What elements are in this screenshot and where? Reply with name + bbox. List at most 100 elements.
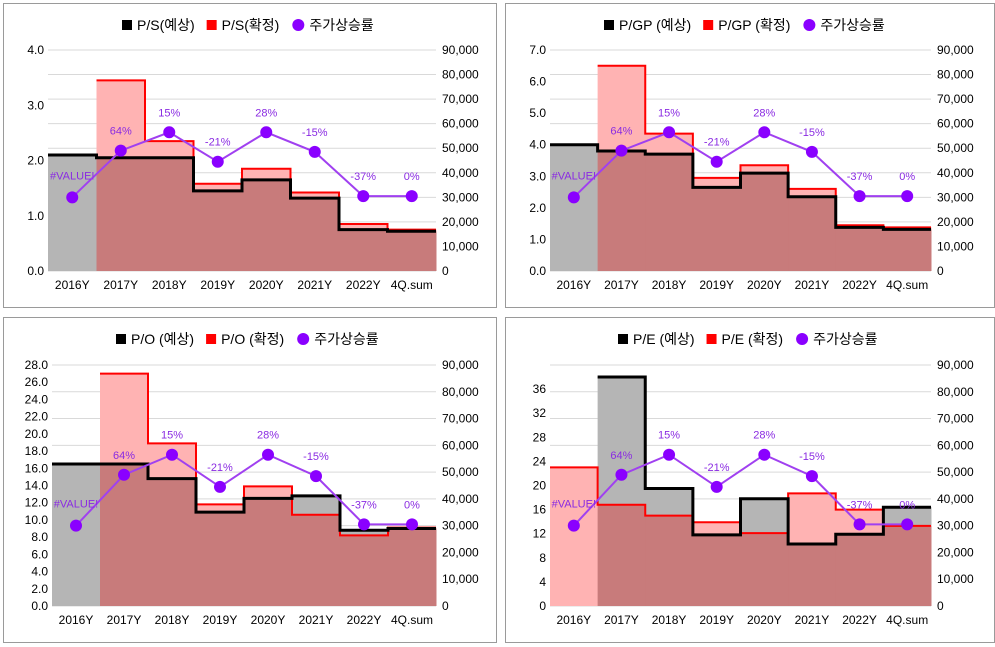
data-label: -21% <box>205 137 231 149</box>
x-tick-label: 2017Y <box>103 278 138 292</box>
data-label: 0% <box>404 171 420 183</box>
estimate-area <box>597 377 646 505</box>
confirmed-area <box>100 373 149 464</box>
estimate-area <box>340 530 389 536</box>
confirmed-step-line <box>100 372 436 537</box>
confirmed-area <box>242 168 291 180</box>
confirmed-area <box>145 141 194 158</box>
estimate-area <box>48 154 97 271</box>
data-label: 28% <box>255 107 277 119</box>
data-label: -21% <box>704 137 730 149</box>
data-labels: #VALUE! 64% 15% -21% 28% -15% -37% 0% <box>54 430 420 512</box>
left-tick-label: 12 <box>533 527 547 541</box>
x-tick-label: 2017Y <box>604 278 639 292</box>
legend-estimate-label: P/O (예상) <box>131 331 194 347</box>
x-tick-label: 2018Y <box>152 278 187 292</box>
price-marker <box>615 468 628 481</box>
right-axis: 0 10,000 20,000 30,000 40,000 50,000 60,000 70,… <box>442 43 479 278</box>
price-marker <box>308 145 321 158</box>
x-axis: 2016Y 2017Y 2018Y 2019Y 2020Y 2021Y 2022Y 4Q.su… <box>55 278 433 292</box>
left-tick-label: 22.0 <box>25 410 49 424</box>
chart-svg: #VALUE! 64% 15% -21% 28% -15% -37% 0% 0.0 2.0 4.0 6… <box>25 331 479 627</box>
data-label: 64% <box>610 126 632 138</box>
left-tick-label: 7.0 <box>529 43 546 57</box>
right-tick-label: 90,000 <box>937 43 974 57</box>
area-fills <box>48 80 437 271</box>
price-marker <box>710 480 723 493</box>
right-tick-label: 40,000 <box>937 166 974 180</box>
estimate-step-line <box>597 375 931 546</box>
right-tick-label: 30,000 <box>937 190 974 204</box>
left-tick-label: 4.0 <box>31 565 48 579</box>
right-tick-label: 30,000 <box>937 519 974 533</box>
legend-estimate-label: P/E (예상) <box>633 331 695 347</box>
data-label: -15% <box>799 451 825 463</box>
data-labels: #VALUE! 64% 15% -21% 28% -15% -37% 0% <box>552 107 916 183</box>
data-label: 15% <box>658 107 680 119</box>
right-tick-label: 20,000 <box>937 545 974 559</box>
overlap-area <box>242 179 291 271</box>
overlap-area <box>148 478 197 606</box>
overlap-area <box>339 229 388 271</box>
legend-confirmed-label: P/E (확정) <box>722 331 784 347</box>
data-label: #VALUE! <box>54 499 98 511</box>
price-marker <box>214 480 226 493</box>
overlap-area <box>740 173 789 271</box>
x-tick-label: 2018Y <box>652 278 687 292</box>
confirmed-area <box>290 192 340 199</box>
chart-svg: #VALUE!64%15%-21%28%-15%-37% 0%0481216202… <box>533 331 974 627</box>
right-tick-label: 90,000 <box>442 358 479 372</box>
price-marker <box>66 191 79 204</box>
legend-confirmed-swatch <box>206 20 217 30</box>
x-tick-label: 2019Y <box>699 613 734 627</box>
left-tick-label: 2.0 <box>31 582 48 596</box>
left-tick-label: 0.0 <box>529 264 546 278</box>
overlap-area <box>193 190 243 271</box>
left-tick-label: 0.0 <box>27 264 44 278</box>
price-marker <box>615 144 628 157</box>
right-tick-label: 0 <box>442 264 449 278</box>
price-marker <box>567 519 580 532</box>
price-marker <box>405 190 418 203</box>
right-tick-label: 40,000 <box>442 492 479 506</box>
overlap-area <box>883 229 932 271</box>
price-marker <box>567 191 580 204</box>
x-axis: 2016Y 2017Y 2018Y 2019Y 2020Y 2021Y 2022Y 4Q.su… <box>59 613 433 627</box>
data-label: -21% <box>704 462 730 474</box>
price-marker <box>805 470 818 483</box>
price-markers <box>70 448 418 532</box>
estimate-step-line <box>52 462 436 532</box>
data-label: -15% <box>799 127 825 139</box>
data-label: 0% <box>899 499 915 511</box>
legend-confirmed-label: P/S(확정) <box>222 17 280 33</box>
left-tick-label: 3.0 <box>529 169 546 183</box>
price-marker <box>406 518 418 531</box>
confirmed-area <box>740 165 789 174</box>
x-tick-label: 2021Y <box>795 613 830 627</box>
legend-price-swatch <box>297 333 310 345</box>
right-axis: 0 10,000 20,000 30,000 40,000 50,000 60,000 70,… <box>937 358 974 613</box>
data-label: 64% <box>610 450 632 462</box>
overlap-area <box>788 196 837 271</box>
overlap-area <box>597 151 646 271</box>
price-marker <box>710 155 723 168</box>
x-tick-label: 2019Y <box>203 613 238 627</box>
x-axis: 2016Y 2017Y 2018Y 2019Y 2020Y 2021Y 2022Y 4Q.su… <box>556 613 928 627</box>
legend-confirmed-swatch <box>206 334 217 344</box>
x-tick-label: 2016Y <box>55 278 90 292</box>
left-tick-label: 28.0 <box>25 358 49 372</box>
right-tick-label: 30,000 <box>442 190 479 204</box>
x-tick-label: 2021Y <box>299 613 334 627</box>
x-tick-label: 2019Y <box>200 278 235 292</box>
right-tick-label: 0 <box>442 599 449 613</box>
area-fills <box>550 377 932 606</box>
overlap-area <box>645 154 694 271</box>
x-tick-label: 2017Y <box>107 613 142 627</box>
confirmed-area <box>196 504 245 513</box>
data-label: 15% <box>161 430 183 442</box>
left-tick-label: 20.0 <box>25 427 49 441</box>
left-tick-label: 6.0 <box>31 547 48 561</box>
overlap-area <box>340 535 389 606</box>
left-tick-label: 4 <box>539 575 546 589</box>
confirmed-area <box>339 224 388 230</box>
